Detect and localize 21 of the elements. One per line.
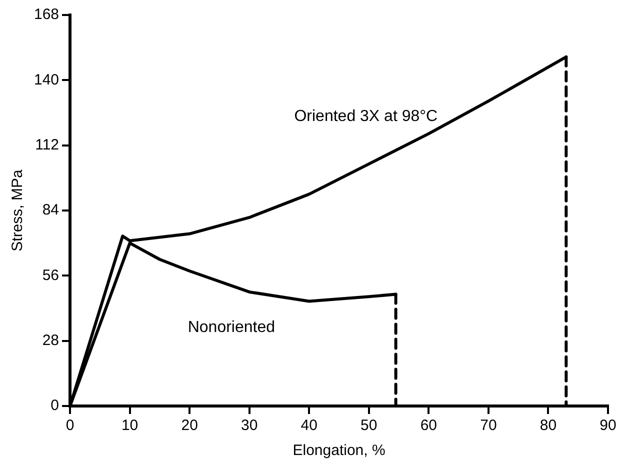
annotation: Oriented 3X at 98°C — [294, 108, 438, 126]
y-tick-label: 28 — [42, 332, 60, 349]
x-tick-label: 10 — [121, 417, 138, 434]
x-tick-label: 30 — [241, 417, 258, 434]
x-tick-label: 90 — [600, 417, 616, 434]
x-tick-label: 60 — [420, 417, 438, 434]
x-tick-label: 70 — [480, 417, 497, 434]
y-tick-label: 56 — [42, 266, 60, 284]
y-tick-label: 140 — [34, 71, 60, 88]
y-tick-label: 168 — [34, 6, 60, 24]
y-axis-title: Stress, MPa — [9, 169, 26, 252]
x-tick-label: 50 — [360, 417, 378, 434]
x-tick-label: 80 — [540, 417, 557, 434]
x-tick-label: 20 — [181, 417, 198, 434]
y-tick-label: 112 — [35, 136, 60, 154]
y-tick-label: 84 — [42, 202, 60, 219]
x-tick-label: 40 — [300, 417, 318, 434]
annotation: Nonoriented — [188, 319, 276, 336]
y-tick-label: 0 — [50, 397, 60, 414]
x-tick-label: 0 — [66, 417, 74, 434]
x-axis-title: Elongation, % — [292, 442, 386, 460]
